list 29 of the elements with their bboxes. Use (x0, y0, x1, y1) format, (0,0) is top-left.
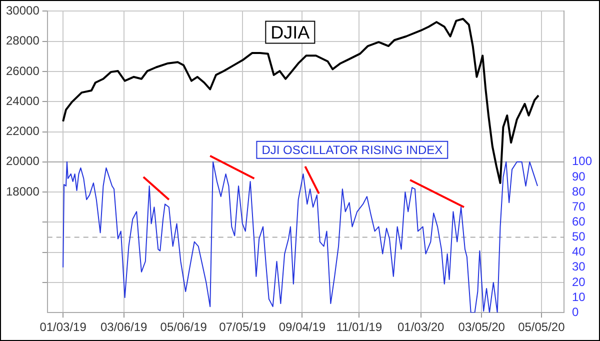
x-tick-label: 03/05/20 (458, 320, 506, 334)
y2-tick-label: 100 (572, 154, 592, 168)
y-tick-label: 22000 (6, 124, 40, 138)
y2-tick-label: 90 (572, 169, 586, 184)
y2-tick-label: 20 (572, 274, 586, 289)
y-tick-label: 30000 (6, 4, 40, 18)
y2-tick-label: 10 (572, 290, 586, 304)
x-tick-label: 07/05/19 (219, 320, 266, 334)
text: DJI OSCILLATOR RISING INDEX (262, 143, 443, 158)
x-tick-label: 01/03/19 (40, 320, 87, 334)
y-tick-label: 28000 (6, 34, 40, 48)
y2-tick-label: 80 (572, 184, 586, 198)
y2-tick-label: 0 (572, 304, 579, 319)
y-tick-label: 24000 (6, 94, 40, 108)
y2-tick-label: 70 (572, 199, 586, 214)
x-tick-label: 01/03/20 (398, 320, 445, 334)
x-tick-label: 05/05/20 (518, 320, 566, 334)
x-tick-label: 05/06/19 (160, 320, 208, 334)
y-tick-label: 20000 (6, 154, 40, 168)
y-tick-label: 26000 (6, 64, 40, 78)
x-tick-label: 09/04/19 (278, 320, 326, 334)
y2-tick-label: 50 (572, 230, 586, 244)
y-tick-label: 18000 (6, 184, 40, 198)
y2-tick-label: 40 (572, 244, 586, 259)
x-tick-label: 03/06/19 (100, 320, 148, 334)
x-tick-label: 11/01/19 (336, 320, 382, 334)
y2-tick-label: 30 (572, 260, 586, 274)
y2-tick-label: 60 (572, 214, 586, 228)
series-label: DJIA (270, 22, 310, 42)
